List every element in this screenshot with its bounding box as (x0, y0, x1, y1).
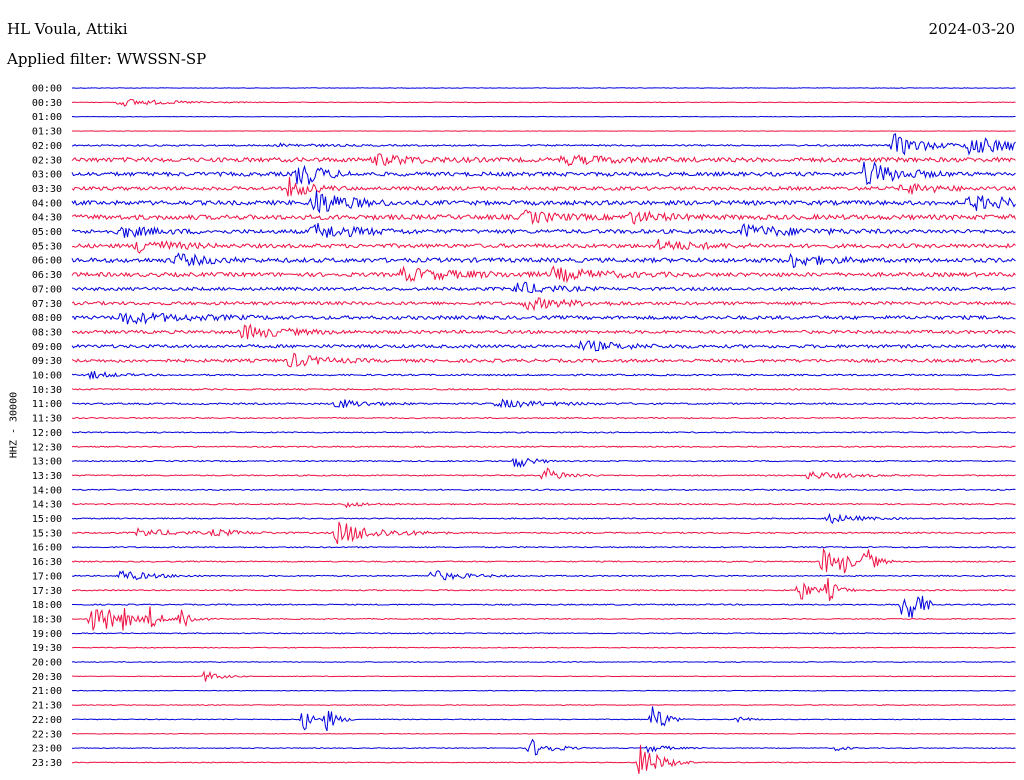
trace-line (71, 161, 1016, 186)
row-time-label: 12:30 (32, 442, 62, 453)
trace-line (71, 646, 1016, 649)
row-time-label: 19:00 (32, 629, 62, 640)
trace-line (71, 176, 1016, 197)
trace-line (71, 467, 1016, 480)
row-time-label: 17:30 (32, 586, 62, 597)
trace-line (71, 606, 1016, 631)
trace-line (71, 521, 1016, 545)
row-time-label: 21:00 (32, 686, 62, 697)
record-date: 2024-03-20 (928, 20, 1015, 38)
row-time-label: 22:00 (32, 715, 62, 726)
row-time-label: 14:30 (32, 500, 62, 511)
row-time-label: 15:30 (32, 528, 62, 539)
trace-line (71, 445, 1016, 448)
trace-line (71, 209, 1016, 226)
trace-line (71, 323, 1016, 340)
row-time-label: 18:30 (32, 614, 62, 625)
row-time-label: 07:00 (32, 284, 62, 295)
row-time-label: 04:00 (32, 198, 62, 209)
row-time-label: 08:00 (32, 313, 62, 324)
trace-line (71, 488, 1016, 491)
row-time-label: 11:00 (32, 399, 62, 410)
row-time-label: 12:00 (32, 428, 62, 439)
trace-line (71, 744, 1016, 774)
trace-line (71, 704, 1016, 706)
trace-line (71, 738, 1016, 756)
row-time-label: 20:00 (32, 658, 62, 669)
row-time-label: 02:00 (32, 141, 62, 152)
trace-line (71, 457, 1016, 469)
trace-line (71, 570, 1016, 581)
trace-line (71, 190, 1016, 214)
trace-line (71, 632, 1016, 635)
station-name: HL Voula, Attiki (7, 20, 128, 38)
trace-line (71, 577, 1016, 601)
row-time-label: 10:00 (32, 371, 62, 382)
row-time-label: 08:30 (32, 327, 62, 338)
trace-line (71, 370, 1016, 381)
trace-line (71, 87, 1016, 89)
trace-line (71, 416, 1016, 420)
row-time-label: 00:00 (32, 84, 62, 95)
trace-line (71, 706, 1016, 732)
trace-line (71, 153, 1016, 167)
trace-line (71, 133, 1016, 156)
row-time-label: 13:30 (32, 471, 62, 482)
trace-line (71, 281, 1016, 294)
row-time-label: 03:30 (32, 184, 62, 195)
row-time-label: 04:30 (32, 213, 62, 224)
trace-line (71, 670, 1016, 682)
row-time-label: 23:00 (32, 744, 62, 755)
trace-line (71, 732, 1016, 735)
row-time-label: 20:30 (32, 672, 62, 683)
row-time-label: 23:30 (32, 758, 62, 769)
row-time-label: 06:30 (32, 270, 62, 281)
row-time-label: 17:00 (32, 571, 62, 582)
row-time-label: 07:30 (32, 299, 62, 310)
trace-line (71, 239, 1016, 254)
row-time-label: 02:30 (32, 155, 62, 166)
row-time-label: 09:00 (32, 342, 62, 353)
row-time-label: 01:00 (32, 112, 62, 123)
trace-line (71, 431, 1016, 434)
row-time-label: 16:00 (32, 543, 62, 554)
trace-line (71, 595, 1016, 618)
trace-line (71, 388, 1016, 391)
row-time-label: 06:00 (32, 256, 62, 267)
row-time-label: 19:30 (32, 643, 62, 654)
trace-line (71, 661, 1016, 663)
row-time-label: 14:00 (32, 485, 62, 496)
row-time-label: 00:30 (32, 98, 62, 109)
trace-line (71, 512, 1016, 525)
row-time-label: 22:30 (32, 729, 62, 740)
trace-line (71, 398, 1016, 409)
trace-line (71, 265, 1016, 284)
row-time-label: 03:00 (32, 170, 62, 181)
trace-line (71, 501, 1016, 509)
trace-line (71, 222, 1016, 238)
trace-line (71, 311, 1016, 325)
row-time-label: 15:00 (32, 514, 62, 525)
trace-line (71, 689, 1016, 692)
trace-line (71, 547, 1016, 574)
trace-line (71, 98, 1016, 107)
trace-line (71, 352, 1016, 368)
row-time-label: 01:30 (32, 127, 62, 138)
trace-line (71, 546, 1016, 549)
row-time-label: 21:30 (32, 701, 62, 712)
row-time-label: 10:30 (32, 385, 62, 396)
trace-line (71, 339, 1016, 352)
row-time-label: 09:30 (32, 356, 62, 367)
row-time-label: 11:30 (32, 414, 62, 425)
row-time-label: 05:00 (32, 227, 62, 238)
row-time-label: 18:00 (32, 600, 62, 611)
trace-line (71, 252, 1016, 269)
row-time-label: 05:30 (32, 241, 62, 252)
trace-line (71, 297, 1016, 312)
row-time-label: 16:30 (32, 557, 62, 568)
row-time-label: 13:00 (32, 457, 62, 468)
filter-label: Applied filter: WWSSN-SP (7, 50, 207, 68)
